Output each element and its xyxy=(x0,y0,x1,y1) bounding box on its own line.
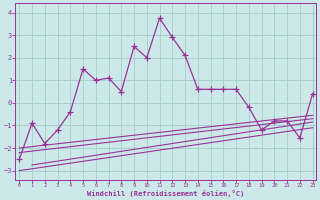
X-axis label: Windchill (Refroidissement éolien,°C): Windchill (Refroidissement éolien,°C) xyxy=(87,190,244,197)
